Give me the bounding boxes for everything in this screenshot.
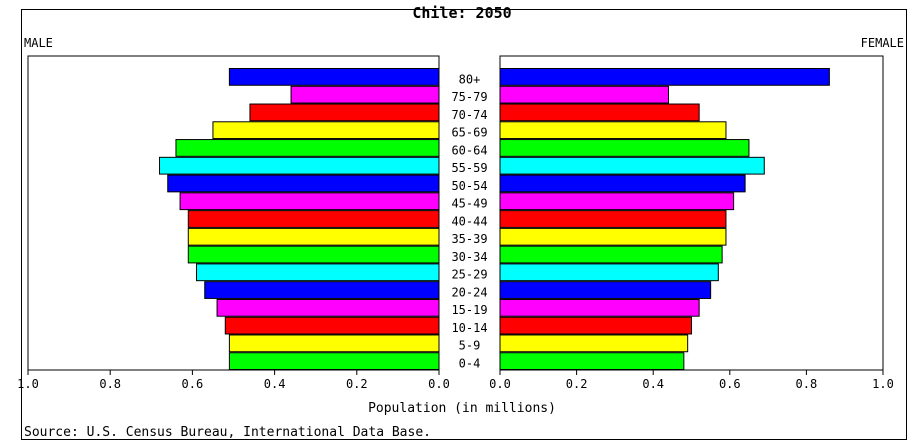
age-group-label: 30-34 — [451, 250, 487, 264]
male-bar — [290, 85, 440, 104]
x-tick-label: 0.6 — [719, 377, 741, 391]
x-tick-label: 0.0 — [489, 377, 511, 391]
female-bar — [499, 210, 727, 228]
male-bar — [187, 245, 440, 264]
female-bar — [499, 192, 735, 211]
age-group-label: 25-29 — [451, 268, 487, 282]
age-group-label: 65-69 — [451, 126, 487, 140]
age-group-label: 35-39 — [451, 232, 487, 246]
x-tick-label: 0.4 — [642, 377, 664, 391]
age-group-label: 75-79 — [451, 90, 487, 104]
age-group-label: 45-49 — [451, 197, 487, 211]
male-bar — [228, 352, 440, 370]
male-bar — [204, 281, 440, 299]
male-bar — [224, 316, 440, 335]
x-tick-label: 0.2 — [346, 377, 368, 391]
male-bar — [228, 334, 440, 353]
male-bar — [179, 192, 440, 211]
x-tick-label: 0.8 — [99, 377, 121, 391]
male-bar — [159, 156, 440, 175]
x-tick-label: 0.8 — [796, 377, 818, 391]
female-bar — [499, 121, 727, 140]
female-bar — [499, 263, 719, 282]
age-group-label: 60-64 — [451, 143, 487, 157]
male-bar — [228, 68, 440, 86]
x-tick-label: 0.2 — [566, 377, 588, 391]
female-bar — [499, 68, 830, 86]
male-bar — [187, 227, 440, 246]
x-tick-label: 0.0 — [428, 377, 450, 391]
male-side-label: MALE — [24, 36, 53, 50]
female-bar — [499, 298, 700, 317]
age-group-label: 10-14 — [451, 321, 487, 335]
age-group-label: 80+ — [459, 72, 481, 86]
female-side-label: FEMALE — [860, 36, 904, 50]
age-group-label: 15-19 — [451, 303, 487, 317]
female-bar — [499, 85, 670, 104]
x-axis-label: Population (in millions) — [368, 401, 556, 416]
female-bar — [499, 174, 746, 193]
x-tick-label: 1.0 — [872, 377, 894, 391]
age-group-label: 40-44 — [451, 214, 487, 228]
male-bar — [187, 210, 440, 228]
female-bar — [499, 245, 723, 264]
age-group-label: 55-59 — [451, 161, 487, 175]
female-bar — [499, 227, 727, 246]
male-bar — [212, 121, 440, 140]
female-bar — [499, 103, 700, 122]
chart-title: Chile: 2050 — [412, 4, 512, 22]
male-bar — [249, 103, 440, 122]
age-group-label: 50-54 — [451, 179, 487, 193]
male-bar — [175, 139, 440, 157]
age-group-label: 20-24 — [451, 285, 487, 299]
age-group-label: 5-9 — [459, 339, 481, 353]
source-note: Source: U.S. Census Bureau, Internationa… — [24, 425, 431, 440]
age-group-label: 0-4 — [459, 357, 481, 371]
female-bar — [499, 352, 685, 370]
female-bar — [499, 139, 750, 157]
x-tick-label: 0.6 — [182, 377, 204, 391]
female-bar — [499, 334, 689, 353]
female-bar — [499, 316, 692, 335]
female-bar — [499, 156, 765, 175]
x-tick-label: 1.0 — [17, 377, 39, 391]
male-bar — [196, 263, 440, 282]
male-bar — [167, 174, 440, 193]
male-bar — [216, 298, 440, 317]
x-tick-label: 0.4 — [264, 377, 286, 391]
female-bar — [499, 281, 712, 299]
age-group-label: 70-74 — [451, 108, 487, 122]
